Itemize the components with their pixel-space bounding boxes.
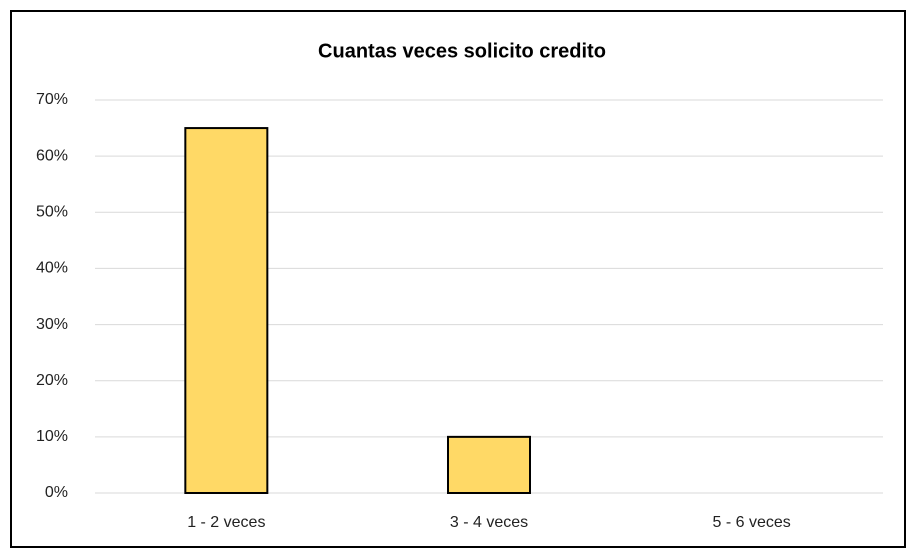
chart-title: Cuantas veces solicito credito: [318, 40, 606, 62]
bar: [447, 435, 531, 495]
bar: [184, 127, 269, 494]
y-tick-label: 10%: [36, 428, 68, 445]
y-tick-label: 40%: [36, 260, 68, 277]
y-tick-label: 60%: [36, 147, 68, 164]
y-tick-label: 20%: [36, 372, 68, 389]
x-tick-label: 3 - 4 veces: [450, 514, 528, 531]
y-tick-label: 30%: [36, 316, 68, 333]
x-tick-label: 5 - 6 veces: [713, 514, 791, 531]
y-tick-label: 70%: [36, 91, 68, 108]
y-tick-label: 50%: [36, 204, 68, 221]
y-tick-label: 0%: [45, 484, 68, 501]
x-tick-label: 1 - 2 veces: [187, 514, 265, 531]
